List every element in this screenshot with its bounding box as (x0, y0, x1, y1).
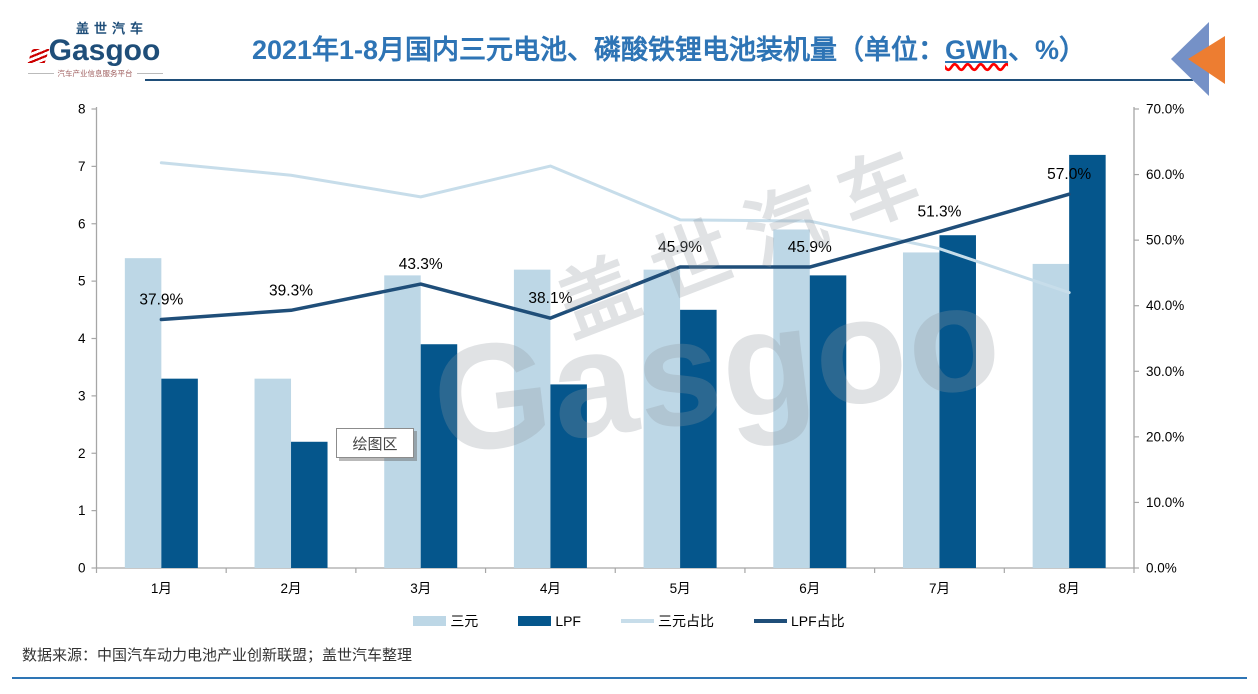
line-三元占比[interactable] (159, 161, 1071, 295)
data-label-LPF占比: 57.0% (1047, 166, 1091, 183)
data-label-LPF占比: 45.9% (658, 239, 702, 256)
data-label-LPF占比: 38.1% (528, 290, 572, 307)
title-underline (145, 79, 1193, 81)
bar-LPF-8月[interactable] (1069, 154, 1106, 568)
plot-area-tooltip: 绘图区 (336, 428, 414, 458)
unit-gwh: GWh (945, 35, 1009, 65)
x-axis-category-label: 2月 (281, 581, 302, 596)
legend-swatch-lpf-share (754, 619, 787, 623)
logo-tagline: 汽车产业信息服务平台 (20, 70, 170, 78)
logo-chinese-name: 盖世汽车 (75, 21, 148, 36)
x-axis-category-label: 8月 (1059, 581, 1080, 596)
right-axis-tick-label: 10.0% (1146, 495, 1184, 510)
bar-LPF-1月[interactable] (161, 378, 198, 568)
footer-divider (12, 677, 1247, 679)
x-axis-category-label: 6月 (799, 581, 820, 596)
bar-三元-3月[interactable] (384, 275, 421, 568)
corner-arrows-icon (1171, 22, 1225, 96)
bar-三元-4月[interactable] (513, 269, 551, 568)
bar-三元-7月[interactable] (902, 252, 940, 568)
left-axis-tick-label: 5 (78, 274, 86, 289)
bar-LPF-3月[interactable] (420, 344, 458, 568)
left-axis-tick-label: 4 (78, 331, 86, 346)
bar-三元-8月[interactable] (1032, 263, 1070, 568)
legend-item-sanyuan-share[interactable]: 三元占比 (621, 611, 714, 631)
data-label-LPF占比: 43.3% (399, 256, 443, 273)
right-axis-tick-label: 60.0% (1146, 167, 1184, 182)
bar-三元-2月[interactable] (254, 378, 292, 568)
logo-wordmark: Gasgoo (20, 36, 170, 66)
line-LPF占比[interactable] (159, 192, 1071, 322)
bar-LPF-7月[interactable] (939, 235, 976, 568)
chart-canvas: 0 1 2 3 4 5 6 7 8 0.0% 10.0% 20.0% 30.0% 40.0% 50.0% 60… (78, 102, 1184, 597)
left-axis-tick-label: 6 (78, 216, 86, 231)
gasgoo-logo: 盖世汽车 Gasgoo 汽车产业信息服务平台 (20, 22, 170, 78)
bar-LPF-6月[interactable] (809, 275, 847, 568)
right-axis-tick-label: 40.0% (1146, 298, 1184, 313)
right-axis-tick-label: 70.0% (1146, 102, 1184, 117)
x-axis-category-label: 7月 (929, 581, 950, 596)
x-axis-category-label: 4月 (540, 581, 561, 596)
legend-item-sanyuan[interactable]: 三元 (413, 611, 478, 631)
legend-swatch-sanyuan-share (621, 619, 654, 623)
bar-LPF-4月[interactable] (550, 384, 587, 568)
left-axis-tick-label: 1 (78, 503, 86, 518)
bar-LPF-5月[interactable] (680, 309, 717, 568)
chart-title: 2021年1-8月国内三元电池、磷酸铁锂电池装机量（单位：GWh、%） (251, 35, 1087, 65)
x-axis-category-label: 1月 (151, 581, 172, 596)
right-axis-tick-label: 30.0% (1146, 364, 1184, 379)
data-label-LPF占比: 37.9% (139, 291, 183, 308)
legend-item-lpf[interactable]: LPF (518, 613, 581, 629)
right-axis-tick-label: 50.0% (1146, 233, 1184, 248)
right-axis-tick-label: 0.0% (1146, 561, 1177, 576)
legend-swatch-sanyuan (413, 616, 447, 626)
x-axis-category-label: 5月 (670, 581, 691, 596)
left-axis-tick-label: 3 (78, 388, 86, 403)
bar-三元-6月[interactable] (773, 229, 810, 569)
chart-legend: 三元 LPF 三元占比 LPF占比 (0, 611, 1258, 631)
legend-swatch-lpf (518, 616, 552, 626)
data-label-LPF占比: 51.3% (917, 204, 961, 221)
left-axis-tick-label: 8 (78, 102, 86, 117)
bar-三元-1月[interactable] (124, 258, 162, 568)
right-axis-tick-label: 20.0% (1146, 429, 1184, 444)
bar-三元-5月[interactable] (643, 269, 681, 568)
left-axis-tick-label: 7 (78, 159, 86, 174)
data-source-note: 数据来源：中国汽车动力电池产业创新联盟；盖世汽车整理 (22, 647, 413, 664)
left-axis-tick-label: 0 (78, 561, 86, 576)
bar-LPF-2月[interactable] (291, 441, 328, 568)
data-label-LPF占比: 45.9% (788, 239, 832, 256)
data-label-LPF占比: 39.3% (269, 282, 313, 299)
legend-item-lpf-share[interactable]: LPF占比 (754, 611, 845, 631)
left-axis-tick-label: 2 (78, 446, 86, 461)
x-axis-category-label: 3月 (410, 581, 431, 596)
